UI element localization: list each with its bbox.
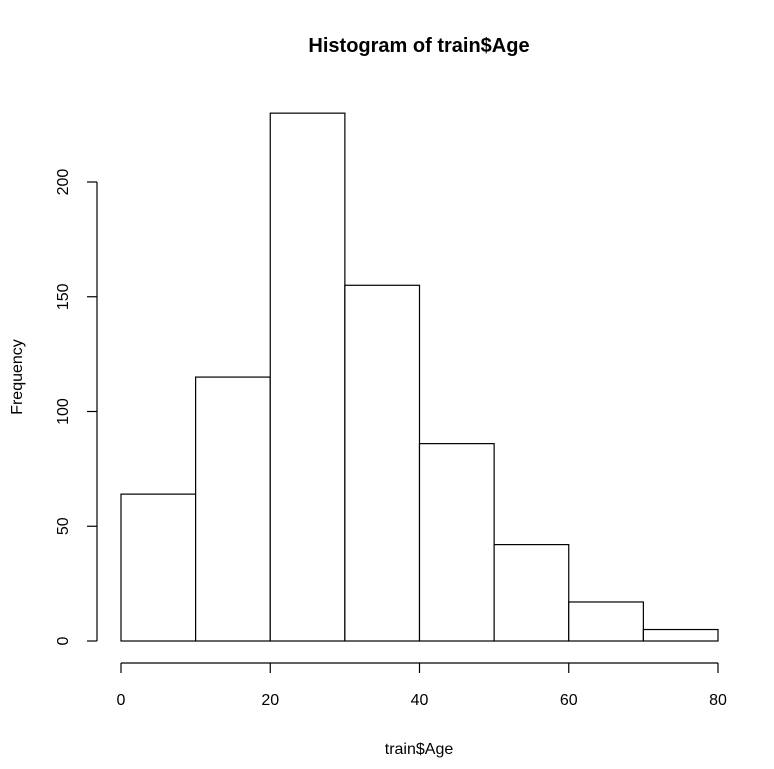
y-axis: 0 50 100 150 200 bbox=[55, 169, 98, 645]
histogram-bar-40-50 bbox=[418, 443, 495, 642]
histogram-bar-0-10 bbox=[120, 493, 197, 642]
x-tick-label: 0 bbox=[117, 692, 126, 709]
x-axis-label: train$Age bbox=[385, 741, 454, 758]
y-tick-label: 200 bbox=[55, 169, 72, 196]
x-tick-label: 60 bbox=[560, 692, 578, 709]
y-tick-label: 0 bbox=[55, 636, 72, 645]
chart-title: Histogram of train$Age bbox=[308, 35, 529, 57]
histogram-bar-60-70 bbox=[568, 601, 644, 642]
y-tick-label: 50 bbox=[55, 517, 72, 535]
y-tick-label: 150 bbox=[55, 283, 72, 310]
y-axis-label: Frequency bbox=[9, 339, 26, 415]
histogram-bar-20-30 bbox=[269, 112, 346, 642]
x-tick-label: 20 bbox=[261, 692, 279, 709]
histogram-bars bbox=[120, 112, 719, 642]
x-tick-label: 80 bbox=[709, 692, 727, 709]
histogram-bar-70-80 bbox=[642, 628, 719, 642]
histogram-bar-10-20 bbox=[195, 376, 271, 642]
histogram-bar-30-40 bbox=[344, 284, 421, 642]
x-axis: 0 20 40 60 80 bbox=[117, 662, 727, 709]
histogram-bar-50-60 bbox=[493, 544, 570, 642]
y-tick-label: 100 bbox=[55, 398, 72, 425]
x-tick-label: 40 bbox=[411, 692, 429, 709]
